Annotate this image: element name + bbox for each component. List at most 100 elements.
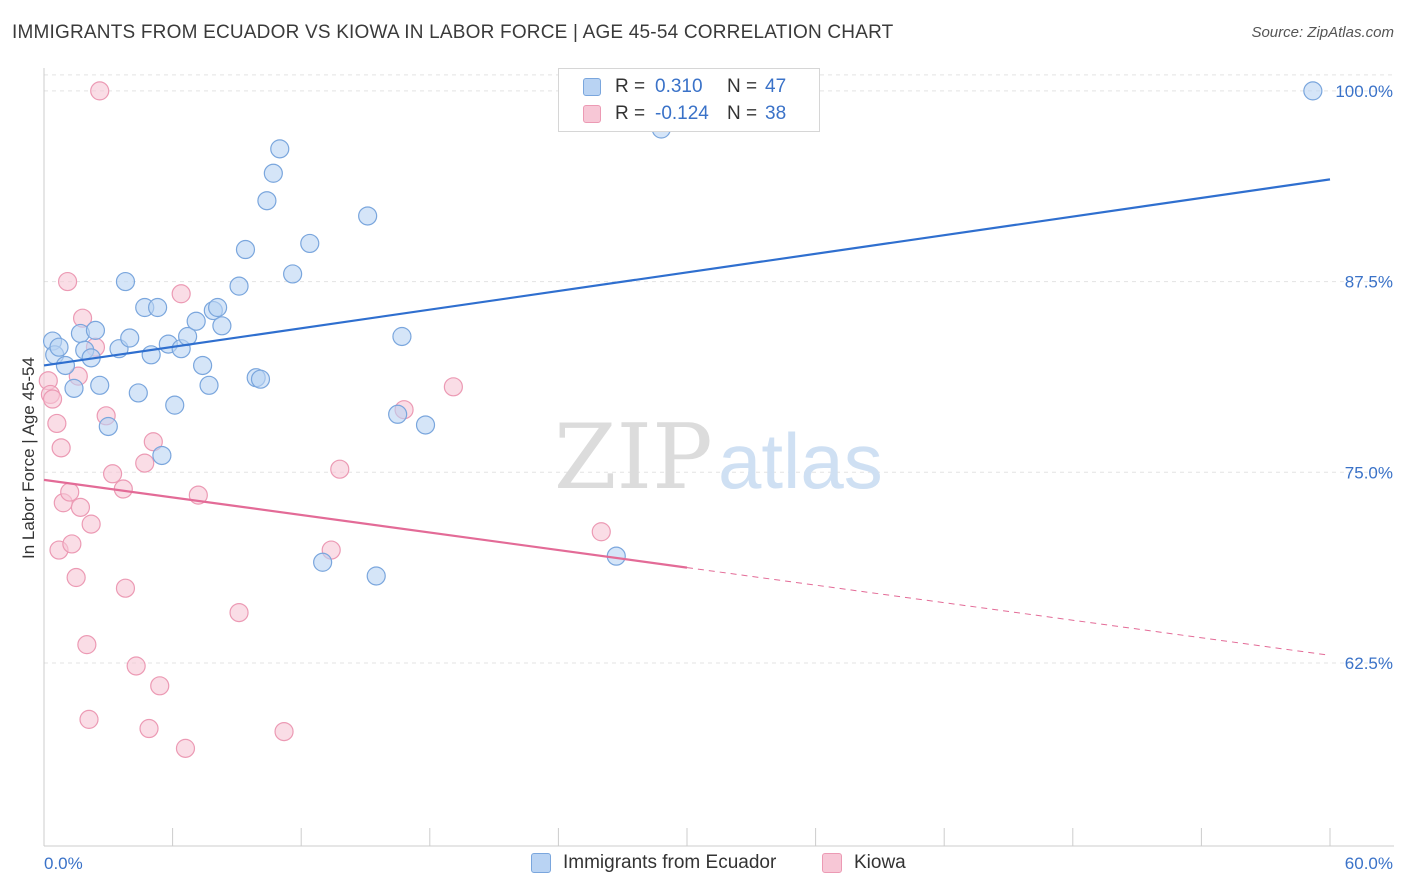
data-point <box>102 464 123 484</box>
trend-lines <box>43 178 1331 656</box>
trend-line-solid <box>43 478 688 569</box>
data-point <box>171 284 191 304</box>
data-point <box>150 676 170 696</box>
data-point <box>85 320 106 340</box>
r-label: R = <box>615 76 646 97</box>
watermark-atlas: atlas <box>718 417 883 505</box>
pink-swatch <box>583 105 601 123</box>
stats-legend-row-kiowa: R = -0.124 N = 38 <box>559 101 786 127</box>
y-tick-label: 100.0% <box>1335 82 1393 101</box>
data-point <box>115 271 136 292</box>
data-point <box>147 297 168 318</box>
data-point <box>392 326 412 347</box>
data-point <box>358 206 378 226</box>
data-point <box>98 416 118 437</box>
data-point <box>51 438 71 458</box>
data-point <box>193 355 213 376</box>
data-point <box>55 355 76 376</box>
data-point <box>257 191 277 211</box>
data-point <box>263 163 283 183</box>
data-point <box>274 721 294 742</box>
data-point <box>199 375 219 395</box>
data-point <box>77 635 97 655</box>
legend-item-ecuador[interactable]: Immigrants from Ecuador <box>531 852 776 874</box>
axes <box>43 68 1394 847</box>
legend-label-kiowa: Kiowa <box>854 852 906 873</box>
y-axis-label: In Labor Force | Age 45-54 <box>19 357 38 559</box>
series-legend: Immigrants from Ecuador Kiowa <box>0 852 1406 878</box>
data-point <box>64 378 84 398</box>
data-point <box>235 239 256 260</box>
source-credit: Source: ZipAtlas.com <box>1251 24 1394 41</box>
n-label: N = <box>727 76 758 97</box>
data-point <box>115 578 136 598</box>
blue-swatch <box>583 78 601 96</box>
data-point <box>57 271 78 292</box>
data-point <box>128 383 148 403</box>
trend-line-solid <box>43 178 1331 367</box>
gridlines <box>44 74 1394 664</box>
data-point <box>90 81 110 101</box>
data-point <box>139 718 159 739</box>
data-point <box>70 497 91 517</box>
n-value: 47 <box>765 76 787 97</box>
data-point <box>175 738 196 758</box>
data-point <box>60 482 80 502</box>
data-point <box>120 328 140 348</box>
data-point <box>186 311 206 331</box>
stats-legend-row-ecuador: R = 0.310 N = 47 <box>559 74 786 100</box>
data-point <box>143 432 163 452</box>
data-point <box>126 656 146 676</box>
data-point <box>283 264 303 284</box>
data-point <box>330 459 350 479</box>
watermark: ZIP atlas <box>554 405 883 510</box>
series-ecuador-points <box>42 81 1323 586</box>
watermark-zip: ZIP <box>554 405 713 510</box>
series-kiowa-points <box>38 81 611 758</box>
data-point <box>90 375 110 395</box>
stats-legend: R = 0.310 N = 47 R = -0.124 N = 38 <box>558 68 820 132</box>
y-tick-labels: 62.5% 75.0% 87.5% 100.0% <box>1335 82 1393 673</box>
data-point <box>165 395 185 415</box>
data-point <box>1303 81 1323 101</box>
data-point <box>591 522 611 542</box>
data-point <box>229 276 249 296</box>
data-point <box>250 369 271 389</box>
data-point <box>366 566 386 586</box>
data-point <box>212 316 232 336</box>
legend-label-ecuador: Immigrants from Ecuador <box>563 852 777 873</box>
blue-swatch <box>531 853 551 873</box>
data-point <box>300 233 320 254</box>
data-point <box>79 709 99 729</box>
data-point <box>313 552 333 572</box>
r-value: 0.310 <box>655 76 703 97</box>
data-point <box>443 377 463 397</box>
chart-title: IMMIGRANTS FROM ECUADOR VS KIOWA IN LABO… <box>12 22 894 43</box>
data-point <box>135 453 155 473</box>
data-point <box>47 413 67 434</box>
data-point <box>229 602 249 623</box>
data-point <box>62 534 82 554</box>
r-label: R = <box>615 103 646 124</box>
data-point <box>208 297 228 318</box>
pink-swatch <box>822 853 842 873</box>
data-point <box>152 445 172 466</box>
y-tick-label: 87.5% <box>1345 273 1393 292</box>
data-point <box>81 514 101 534</box>
r-value: -0.124 <box>655 103 709 124</box>
data-point <box>270 139 290 159</box>
x-tick-labels: 0.0% 60.0% <box>44 854 1393 873</box>
data-point <box>388 404 408 424</box>
y-tick-label: 62.5% <box>1345 654 1393 673</box>
trend-line-dashed <box>686 567 1331 656</box>
data-point <box>415 415 436 435</box>
data-point <box>49 337 69 357</box>
x-tick-label-min: 0.0% <box>44 854 83 873</box>
n-label: N = <box>727 103 758 124</box>
legend-item-kiowa[interactable]: Kiowa <box>822 852 906 874</box>
y-tick-label: 75.0% <box>1345 463 1393 482</box>
x-tick-label-max: 60.0% <box>1345 854 1393 873</box>
data-point <box>66 567 86 588</box>
n-value: 38 <box>765 103 787 124</box>
